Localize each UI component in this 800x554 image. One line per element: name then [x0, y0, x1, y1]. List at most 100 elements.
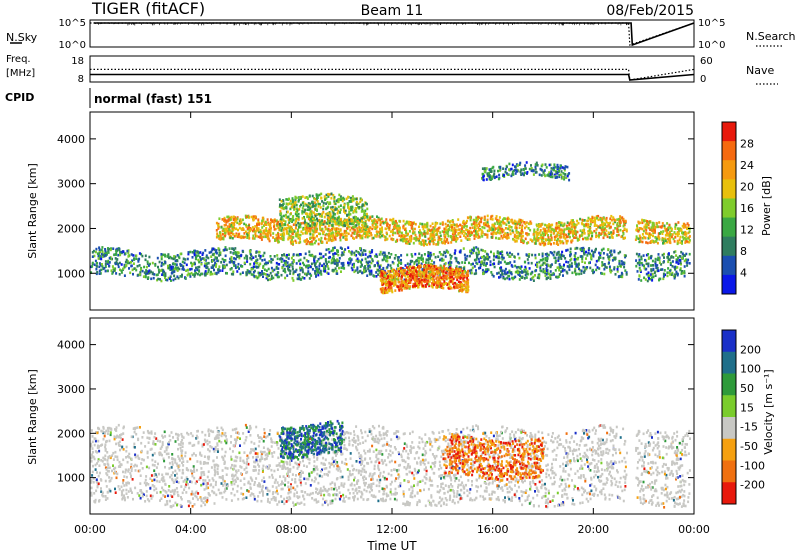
scatter-cell	[378, 271, 381, 274]
scatter-cell	[501, 230, 504, 234]
scatter-cell	[259, 229, 262, 232]
scatter-cell	[645, 226, 648, 229]
scatter-cell	[589, 230, 592, 233]
scatter-cell	[132, 272, 134, 276]
scatter-cell	[522, 270, 525, 274]
scatter-cell	[313, 223, 316, 226]
scatter-cell	[314, 269, 317, 273]
scatter-cell	[606, 253, 609, 256]
scatter-cell	[172, 278, 175, 282]
scatter-cell	[295, 253, 298, 257]
scatter-cell	[315, 273, 317, 277]
scatter-cell	[544, 253, 547, 256]
scatter-cell	[305, 239, 308, 242]
scatter-cell	[259, 262, 262, 266]
scatter-cell	[667, 258, 670, 261]
scatter-cell	[418, 229, 421, 232]
scatter-cell	[610, 269, 613, 272]
scatter-cell	[661, 268, 664, 271]
scatter-cell	[381, 226, 383, 229]
scatter-cell	[651, 224, 654, 227]
scatter-cell	[565, 235, 568, 239]
scatter-cell	[602, 263, 605, 267]
scatter-cell	[481, 235, 484, 238]
scatter-cell	[647, 264, 650, 268]
scatter-cell	[362, 271, 365, 274]
scatter-cell	[542, 257, 545, 261]
scatter-cell	[521, 276, 524, 279]
scatter-cell	[307, 260, 310, 263]
scatter-cell	[356, 268, 359, 271]
scatter-cell	[272, 276, 275, 280]
scatter-cell	[589, 226, 592, 230]
scatter-cell	[120, 263, 123, 266]
scatter-cell	[179, 262, 182, 266]
scatter-cell	[598, 251, 601, 255]
scatter-cell	[538, 253, 541, 256]
scatter-cell	[620, 271, 623, 275]
scatter-cell	[320, 221, 323, 225]
scatter-cell	[113, 269, 116, 272]
scatter-cell	[517, 252, 520, 256]
scatter-cell	[573, 258, 576, 261]
scatter-cell	[567, 227, 570, 230]
scatter-cell	[638, 261, 641, 264]
scatter-cell	[635, 228, 638, 232]
scatter-cell	[184, 277, 187, 280]
scatter-cell	[407, 232, 409, 236]
scatter-cell	[566, 227, 569, 230]
scatter-cell	[168, 264, 171, 267]
scatter-cell	[495, 255, 498, 259]
scatter-cell	[295, 233, 298, 237]
scatter-cell	[662, 240, 665, 243]
scatter-cell	[606, 235, 609, 239]
scatter-cell	[326, 271, 329, 275]
scatter-cell	[350, 205, 353, 209]
scatter-cell	[602, 217, 605, 220]
scatter-cell	[330, 232, 333, 235]
scatter-cell	[669, 261, 672, 265]
scatter-cell	[116, 247, 119, 251]
scatter-cell	[437, 241, 439, 244]
scatter-cell	[236, 235, 239, 238]
scatter-cell	[317, 257, 320, 261]
scatter-cell	[618, 275, 621, 278]
scatter-cell	[266, 234, 268, 237]
scatter-cell	[548, 240, 551, 244]
scatter-cell	[620, 235, 623, 239]
scatter-cell	[213, 268, 215, 272]
scatter-cell	[367, 267, 370, 271]
scatter-cell	[415, 259, 418, 263]
scatter-cell	[462, 219, 465, 223]
scatter-cell	[550, 242, 552, 246]
scatter-cell	[318, 218, 321, 222]
scatter-cell	[408, 230, 411, 233]
scatter-cell	[343, 221, 346, 224]
scatter-cell	[151, 261, 154, 265]
scatter-cell	[326, 265, 329, 268]
scatter-cell	[676, 240, 679, 244]
scatter-cell	[295, 262, 298, 265]
scatter-cell	[526, 270, 529, 273]
scatter-cell	[118, 248, 121, 252]
scatter-cell	[181, 260, 184, 264]
scatter-cell	[508, 271, 511, 274]
scatter-cell	[196, 272, 199, 276]
scatter-cell	[145, 272, 147, 275]
scatter-cell	[322, 211, 325, 214]
scatter-cell	[229, 218, 232, 221]
scatter-cell	[227, 219, 230, 223]
scatter-cell	[280, 204, 283, 207]
scatter-cell	[497, 256, 500, 260]
scatter-cell	[614, 273, 617, 276]
scatter-cell	[347, 232, 350, 236]
scatter-cell	[429, 251, 432, 255]
scatter-cell	[602, 236, 605, 240]
scatter-cell	[96, 252, 99, 255]
scatter-cell	[669, 226, 672, 230]
scatter-cell	[413, 227, 416, 231]
scatter-cell	[583, 269, 586, 272]
scatter-cell	[480, 248, 483, 252]
scatter-cell	[253, 237, 256, 240]
scatter-cell	[268, 239, 271, 243]
